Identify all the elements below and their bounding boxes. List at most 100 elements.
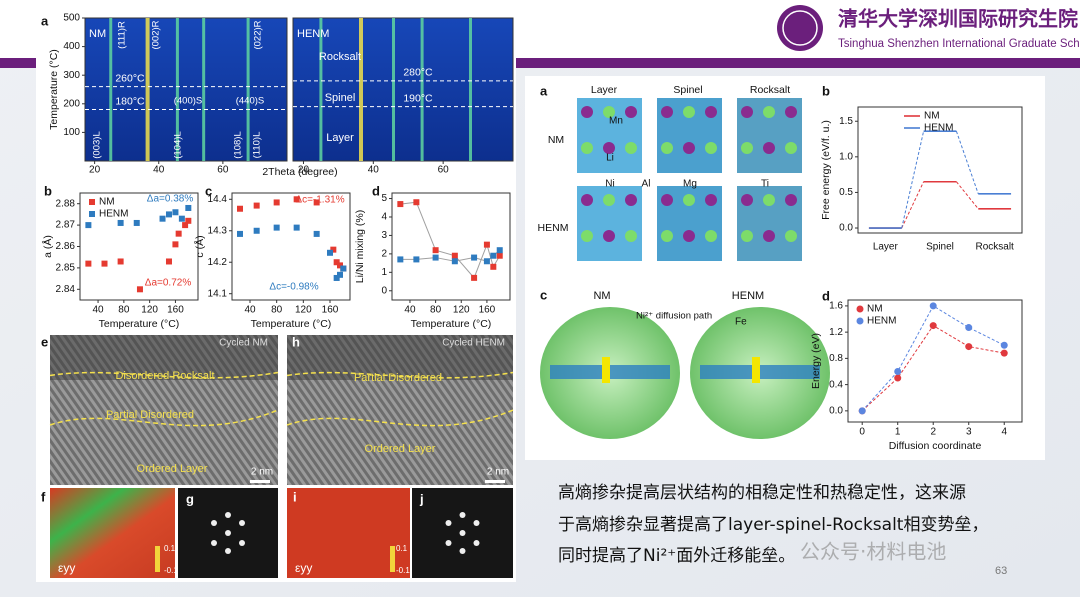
image-text: 0.1 xyxy=(396,544,408,553)
tem-shade xyxy=(50,335,278,380)
point xyxy=(253,202,260,209)
point xyxy=(333,259,340,266)
point xyxy=(490,263,497,270)
y-tick-label: 2.84 xyxy=(56,284,76,295)
image-text: Ordered Layer xyxy=(137,463,208,475)
boundary xyxy=(49,371,279,379)
panel-name: HENM xyxy=(297,28,329,40)
plot-frame xyxy=(847,299,1023,423)
point xyxy=(178,215,185,222)
atom xyxy=(625,194,637,206)
x-tick-label: Spinel xyxy=(926,242,954,253)
image-text: 0.1 xyxy=(164,544,176,553)
x-axis-label: Temperature (°C) xyxy=(99,318,180,330)
strain-map xyxy=(287,488,410,578)
atom xyxy=(705,142,717,154)
atom xyxy=(603,106,615,118)
body-line: 同时提高了Ni²⁺面外迁移能垒。 xyxy=(558,546,795,566)
point xyxy=(929,302,937,310)
legend-swatch xyxy=(89,211,95,217)
strain-map xyxy=(50,488,175,578)
point xyxy=(397,201,404,208)
legend-label: NM xyxy=(867,304,883,315)
y-tick-label: 300 xyxy=(63,70,80,81)
image-text: Ordered Layer xyxy=(365,443,436,455)
diffraction-stripe xyxy=(109,18,113,161)
x-tick-label: 20 xyxy=(298,165,310,176)
point xyxy=(965,343,973,351)
diffraction-stripe xyxy=(175,18,179,161)
point xyxy=(451,258,458,265)
x-tick-label: 160 xyxy=(167,305,184,316)
x-tick-label: 120 xyxy=(453,305,470,316)
image-text: Cycled HENM xyxy=(442,338,505,349)
point xyxy=(165,211,172,218)
y-tick-label: 5 xyxy=(381,193,387,204)
panel-name: NM xyxy=(89,28,106,40)
point xyxy=(185,217,192,224)
point xyxy=(293,196,300,203)
point xyxy=(133,219,140,226)
panel-label: b xyxy=(822,83,830,98)
plot-frame xyxy=(857,106,1023,234)
atom xyxy=(785,230,797,242)
heatmap xyxy=(84,17,288,162)
x-axis-label: 2Theta (degree) xyxy=(262,166,337,178)
y-tick-label: 0.0 xyxy=(839,223,853,234)
panel-label: b xyxy=(44,183,52,198)
y-tick-label: 4 xyxy=(381,212,387,223)
x-tick-label: 160 xyxy=(479,305,496,316)
point xyxy=(496,247,503,254)
y-axis-label: c (Å) xyxy=(193,235,206,257)
atom xyxy=(705,230,717,242)
diffraction-stripe xyxy=(420,18,424,161)
y-tick-label: 14.3 xyxy=(208,225,228,236)
panel-label: e xyxy=(41,334,48,349)
atom xyxy=(581,194,593,206)
peak-label: (400)S xyxy=(174,96,203,107)
image-text: εyy xyxy=(295,561,312,575)
tem-shade xyxy=(287,335,513,380)
peak-label: (002)R xyxy=(151,20,162,49)
x-tick-label: 0 xyxy=(859,427,865,438)
panel-label: g xyxy=(186,491,194,506)
x-tick-label: 60 xyxy=(438,165,450,176)
connector xyxy=(956,181,979,210)
atom xyxy=(785,194,797,206)
connector xyxy=(901,181,925,229)
annotation: Δa=0.38% xyxy=(147,194,194,205)
point xyxy=(337,262,343,269)
x-tick-label: 40 xyxy=(244,305,256,316)
image-text: Rocksalt xyxy=(750,84,790,96)
header-title: 清华大学深圳国际研究生院 xyxy=(838,7,1078,31)
y-axis-label: Temperature (°C) xyxy=(48,49,60,130)
watermark: 公众号·材料电池 xyxy=(800,540,946,564)
point xyxy=(313,199,320,206)
heatmap xyxy=(292,17,514,162)
atom xyxy=(763,230,775,242)
peak-label: (108)L xyxy=(233,131,244,158)
y-tick-label: 2.85 xyxy=(56,263,76,274)
x-tick-label: 40 xyxy=(92,305,104,316)
annotation: Δa=0.72% xyxy=(145,278,192,289)
transition-label: 190°C xyxy=(403,92,433,104)
panel-label: c xyxy=(205,183,212,198)
plot-frame xyxy=(231,192,351,301)
path-marker xyxy=(752,357,760,383)
phase-label: Rocksalt xyxy=(319,51,361,63)
point xyxy=(136,286,143,293)
y-tick-label: 14.1 xyxy=(208,288,228,299)
point xyxy=(237,205,243,212)
point xyxy=(496,252,503,259)
point xyxy=(85,260,92,267)
diffraction-stripe xyxy=(246,18,250,161)
y-tick-label: 14.4 xyxy=(208,194,228,205)
point xyxy=(483,258,490,265)
image-text: Al xyxy=(642,179,651,190)
y-tick-label: 100 xyxy=(63,127,80,138)
legend-swatch xyxy=(856,305,864,313)
legend-label: HENM xyxy=(924,123,953,134)
annotation: Δc=-0.98% xyxy=(269,282,318,293)
panel-label: j xyxy=(419,491,424,506)
atom xyxy=(661,142,673,154)
